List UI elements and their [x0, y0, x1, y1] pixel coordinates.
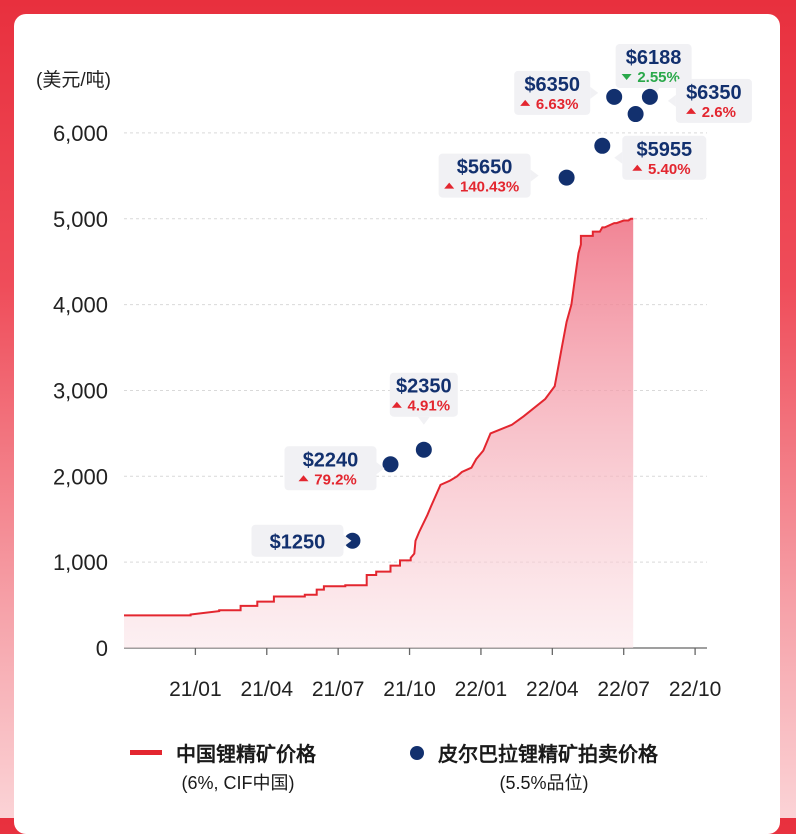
y-tick-label: 4,000	[53, 293, 108, 318]
x-tick-label: 22/04	[526, 678, 579, 701]
legend-sub-china-price: (6%, CIF中国)	[181, 773, 295, 793]
callout-pointer	[376, 462, 385, 475]
legend-item-pilbara-auction: 皮尔巴拉锂精矿拍卖价格 (5.5%品位)	[410, 738, 658, 795]
x-tick-label: 22/10	[669, 678, 722, 701]
y-tick-label: 3,000	[53, 378, 108, 403]
y-axis-label: (美元/吨)	[36, 69, 111, 91]
callout-price: $2240	[303, 449, 359, 471]
up-arrow-icon	[391, 401, 402, 408]
x-tick-label: 22/01	[455, 678, 508, 701]
callout-box	[514, 70, 591, 115]
y-tick-label: 5,000	[53, 207, 108, 232]
callout-change-pct: 4.91%	[408, 398, 451, 415]
callout-price: $6350	[524, 74, 580, 96]
callout-pointer	[530, 169, 539, 182]
callout-box	[438, 153, 531, 198]
callout-change-pct: 2.55%	[637, 69, 680, 86]
legend-item-china-price: 中国锂精矿价格 (6%, CIF中国)	[130, 738, 316, 795]
callout-price: $5650	[457, 157, 513, 179]
x-tick-label: 21/04	[240, 678, 293, 701]
up-arrow-icon	[520, 99, 531, 106]
callout-price: $6350	[686, 82, 742, 104]
callout-box	[251, 524, 344, 557]
callout-pointer	[590, 86, 599, 99]
callout-price: $6188	[626, 47, 682, 69]
y-tick-label: 0	[96, 636, 108, 661]
callout-box	[284, 446, 377, 491]
china-price-line	[124, 217, 634, 617]
callout-box	[675, 78, 752, 123]
legend-label-china-price: 中国锂精矿价格	[176, 744, 316, 766]
callout-box	[615, 44, 692, 89]
callout-change-pct: 5.40%	[648, 161, 691, 178]
auction-price-dot	[627, 106, 644, 123]
auction-price-dot	[558, 169, 575, 186]
up-arrow-icon	[444, 182, 455, 189]
callout-pointer	[417, 416, 430, 425]
auction-price-dot	[641, 88, 658, 105]
callout-box	[389, 372, 458, 417]
auction-price-dot	[344, 532, 361, 549]
up-arrow-icon	[298, 475, 309, 482]
x-tick-label: 22/07	[597, 678, 650, 701]
up-arrow-icon	[686, 107, 697, 114]
callout-price: $2350	[396, 376, 452, 398]
callout-change-pct: 2.6%	[702, 104, 736, 121]
up-arrow-icon	[632, 164, 643, 171]
callout-price: $5955	[636, 139, 692, 161]
legend-line-swatch	[130, 750, 162, 755]
auction-price-dot	[606, 88, 623, 105]
auction-price-dot	[415, 441, 432, 458]
auction-price-dot	[382, 456, 399, 473]
callout-pointer	[614, 151, 623, 164]
callout-change-pct: 6.63%	[536, 96, 579, 113]
legend-sub-pilbara-auction: (5.5%品位)	[499, 773, 589, 793]
down-arrow-icon	[621, 74, 632, 81]
legend-label-pilbara-auction: 皮尔巴拉锂精矿拍卖价格	[438, 744, 658, 766]
x-tick-label: 21/07	[312, 678, 365, 701]
auction-price-dot	[594, 137, 611, 154]
china-price-area	[124, 218, 634, 649]
callout-change-pct: 79.2%	[314, 471, 357, 488]
y-tick-label: 2,000	[53, 464, 108, 489]
legend-dot-swatch	[410, 745, 424, 760]
x-tick-label: 21/10	[383, 678, 436, 701]
callout-box	[622, 135, 707, 180]
callout-pointer	[343, 534, 352, 547]
y-tick-label: 1,000	[53, 550, 108, 575]
callout-change-pct: 140.43%	[460, 179, 519, 196]
callout-price: $1250	[270, 532, 326, 554]
x-tick-label: 21/01	[169, 678, 222, 701]
callout-pointer	[667, 94, 676, 107]
y-tick-label: 6,000	[53, 121, 108, 146]
